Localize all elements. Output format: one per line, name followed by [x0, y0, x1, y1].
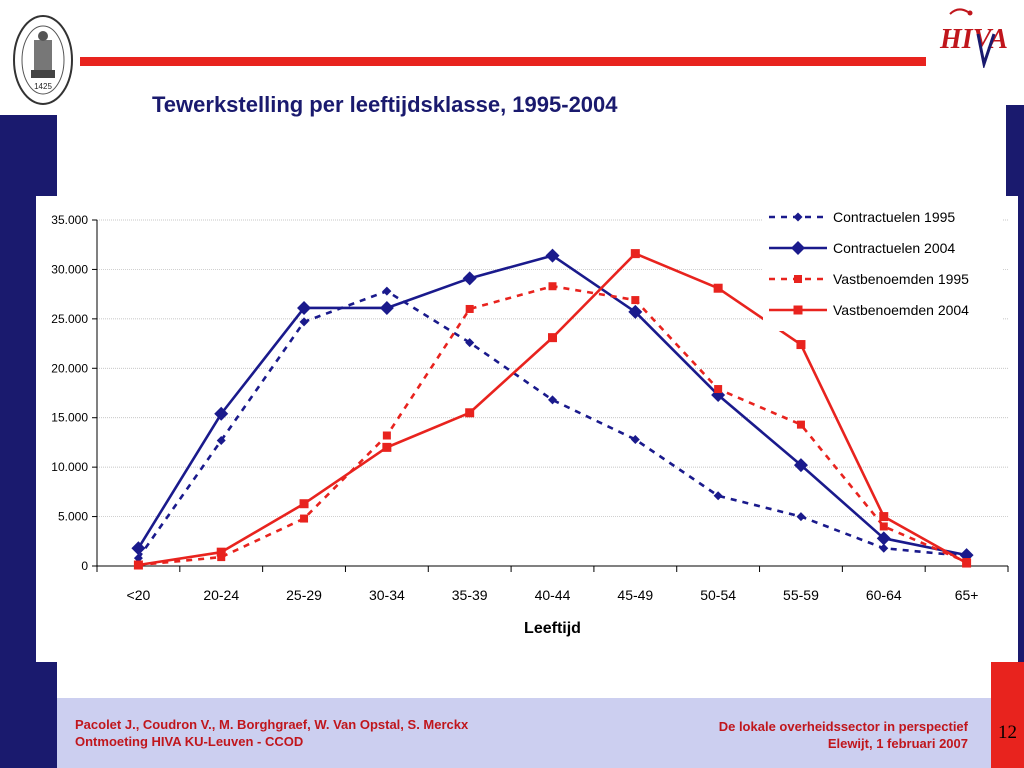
y-tick-label: 15.000	[51, 411, 88, 425]
data-point	[299, 499, 309, 509]
data-point	[548, 282, 557, 291]
data-point	[299, 317, 309, 327]
legend-marker	[793, 212, 803, 222]
y-tick-label: 35.000	[51, 213, 88, 227]
university-seal-icon: 1425	[13, 15, 73, 105]
x-tick-label: <20	[127, 587, 151, 603]
data-point	[214, 406, 229, 421]
y-tick-label: 30.000	[51, 262, 88, 276]
header-red-bar	[80, 57, 926, 66]
data-point	[297, 300, 312, 315]
x-tick-label: 45-49	[617, 587, 653, 603]
data-point	[465, 304, 474, 313]
data-point	[216, 547, 226, 557]
x-tick-label: 60-64	[866, 587, 902, 603]
data-point	[628, 304, 643, 319]
data-point	[382, 286, 392, 296]
data-point	[876, 531, 891, 546]
legend-label: Vastbenoemden 1995	[833, 271, 969, 287]
footer-authors-line: Pacolet J., Coudron V., M. Borghgraef, W…	[75, 717, 469, 732]
footer-band	[57, 698, 991, 768]
slide-title: Tewerkstelling per leeftijdsklasse, 1995…	[152, 92, 618, 117]
data-point	[714, 385, 723, 394]
x-tick-label: 50-54	[700, 587, 736, 603]
x-tick-label: 20-24	[203, 587, 239, 603]
line-chart: 0 5.000 10.000 15.000 20.000 25.000 30.000 35.0…	[51, 203, 1009, 637]
x-tick-label: 30-34	[369, 587, 405, 603]
data-point	[630, 434, 640, 444]
y-tick-label: 5.000	[58, 510, 88, 524]
x-tick-label: 25-29	[286, 587, 322, 603]
data-point	[631, 296, 640, 305]
data-point	[796, 512, 806, 522]
legend-label: Contractuelen 1995	[833, 209, 955, 225]
x-tick-label: 65+	[955, 587, 979, 603]
data-point	[879, 543, 889, 553]
seal-year: 1425	[34, 82, 52, 91]
data-point	[959, 548, 974, 563]
data-point	[630, 249, 640, 259]
legend-marker	[793, 305, 803, 315]
data-point	[879, 512, 889, 522]
footer-event-line: Ontmoeting HIVA KU-Leuven - CCOD	[75, 734, 304, 749]
x-axis-title: Leeftijd	[524, 620, 581, 637]
footer-presentation-date: Elewijt, 1 februari 2007	[827, 736, 968, 751]
y-tick-label: 0	[81, 559, 88, 573]
legend-label: Vastbenoemden 2004	[833, 302, 969, 318]
data-point	[382, 431, 391, 440]
data-point	[465, 338, 475, 348]
legend-marker	[791, 241, 805, 255]
y-tick-label: 10.000	[51, 460, 88, 474]
data-point	[713, 491, 723, 501]
data-point	[962, 558, 972, 568]
page-number-box	[991, 662, 1024, 768]
footer-authors: Pacolet J., Coudron V., M. Borghgraef, W…	[75, 716, 468, 750]
data-point	[379, 300, 394, 315]
y-tick-label: 25.000	[51, 312, 88, 326]
data-point	[216, 435, 226, 445]
x-tick-label: 35-39	[452, 587, 488, 603]
data-point	[796, 340, 806, 350]
y-tick-label: 20.000	[51, 361, 88, 375]
data-point	[300, 514, 309, 523]
series-line-1	[137, 289, 967, 559]
data-point	[548, 333, 557, 343]
data-point	[382, 442, 392, 452]
data-point	[548, 395, 557, 405]
data-point	[796, 420, 805, 429]
data-point	[133, 553, 143, 563]
x-tick-label: 40-44	[535, 587, 571, 603]
footer-presentation-title: De lokale overheidssector in perspectief	[718, 719, 968, 734]
data-point	[131, 541, 146, 556]
hiva-logo-icon: HIVA	[939, 8, 1008, 68]
x-tick-label: 55-59	[783, 587, 819, 603]
data-point	[713, 283, 723, 293]
footer-presentation: De lokale overheidssector in perspectief…	[719, 718, 968, 752]
data-point	[133, 560, 143, 570]
page-number: 12	[998, 722, 1017, 743]
data-point	[879, 522, 888, 531]
data-point	[545, 248, 560, 263]
data-point	[462, 271, 477, 286]
data-point	[465, 408, 475, 418]
legend-marker	[794, 275, 802, 283]
legend-label: Contractuelen 2004	[833, 240, 955, 256]
data-point	[793, 458, 808, 473]
data-point	[217, 553, 226, 562]
logo-text: HIVA	[939, 24, 1008, 55]
